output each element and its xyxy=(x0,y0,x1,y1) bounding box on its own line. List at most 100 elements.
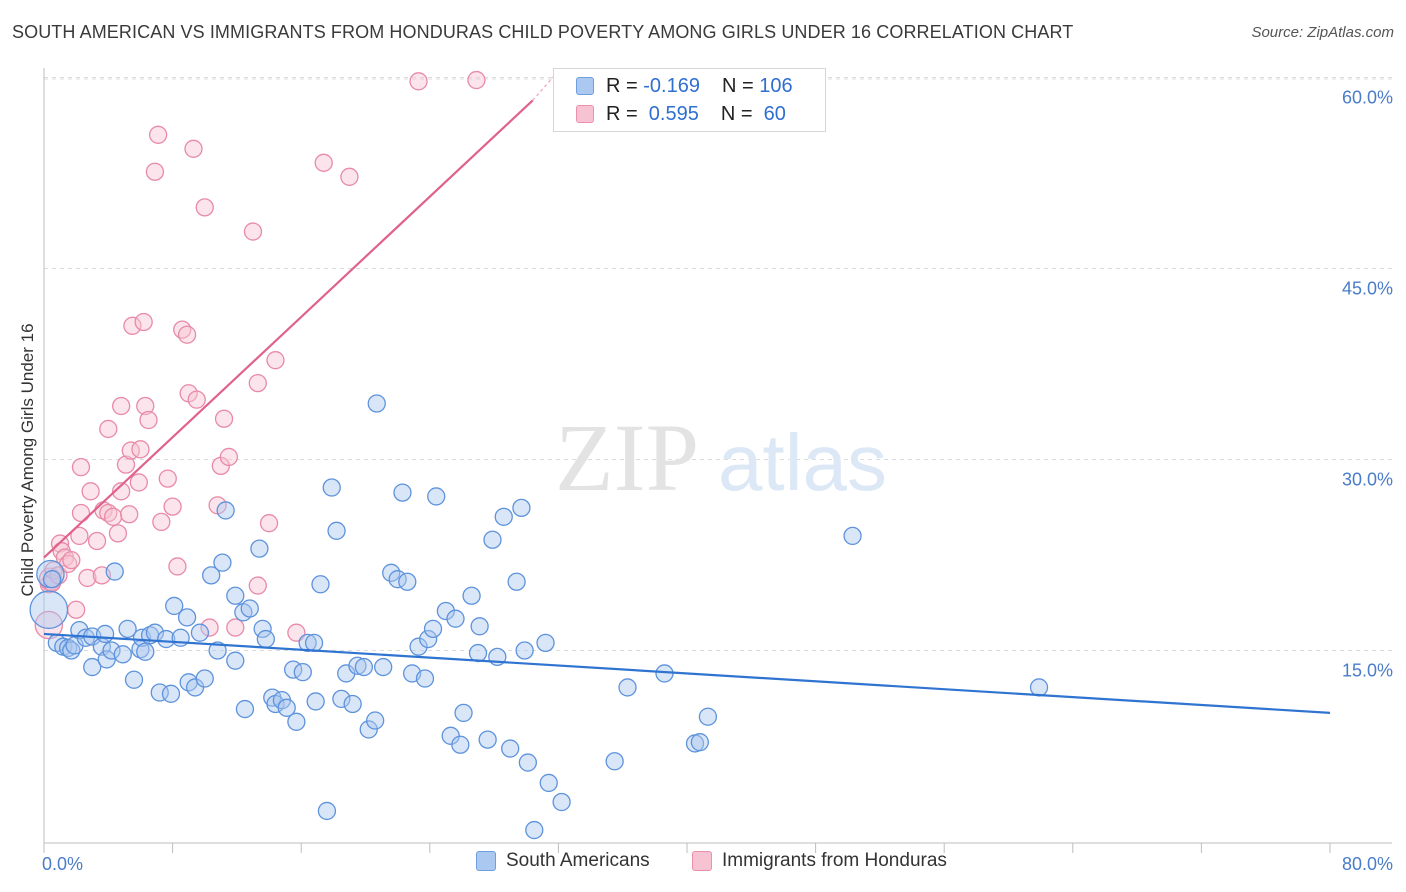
south-american-point xyxy=(348,656,367,675)
honduras-point xyxy=(340,167,359,186)
honduras-point xyxy=(214,409,234,428)
axes xyxy=(43,68,1392,853)
south-american-point xyxy=(293,662,312,682)
honduras-point xyxy=(112,482,131,501)
south-american-point xyxy=(250,539,269,558)
legend-row-south-americans: R = -0.169 N = 106 xyxy=(576,73,793,99)
south-american-point xyxy=(136,642,155,661)
series-south-americans xyxy=(29,394,1049,840)
x-tick-label-min: 0.0% xyxy=(42,854,83,874)
south-american-point xyxy=(515,641,534,660)
south-american-point xyxy=(409,637,428,656)
south-american-point xyxy=(83,657,102,677)
honduras-point xyxy=(168,557,187,576)
south-american-point xyxy=(157,629,176,649)
south-american-point xyxy=(190,623,210,642)
south-american-point xyxy=(29,590,69,630)
legend-swatch-south-americans xyxy=(476,851,496,871)
zipatlas-watermark: ZIP atlas xyxy=(555,404,887,511)
south-american-point xyxy=(213,553,232,572)
south-american-point xyxy=(374,657,393,677)
south-american-point xyxy=(446,609,465,628)
legend-n-value: 60 xyxy=(758,102,786,125)
trend-line-honduras xyxy=(43,99,534,559)
honduras-point xyxy=(139,410,158,430)
honduras-point xyxy=(99,419,118,439)
south-american-point xyxy=(306,692,325,711)
south-american-point xyxy=(105,562,124,581)
honduras-point xyxy=(226,618,245,637)
honduras-point xyxy=(81,482,100,501)
south-american-point xyxy=(415,669,435,688)
honduras-point xyxy=(187,390,206,409)
honduras-point xyxy=(116,455,136,474)
south-american-point xyxy=(95,624,115,644)
south-american-point xyxy=(332,689,351,709)
legend-n-label: N = xyxy=(720,102,753,125)
south-american-point xyxy=(536,633,555,653)
legend-swatch-blue xyxy=(576,77,594,95)
correlation-legend: R = -0.169 N = 106 R = 0.595 N = 60 xyxy=(553,68,826,132)
south-american-point xyxy=(367,394,386,413)
honduras-point xyxy=(112,396,131,416)
south-american-point xyxy=(298,633,317,653)
south-american-point xyxy=(436,601,456,621)
south-american-point xyxy=(177,608,197,627)
honduras-point xyxy=(71,503,91,523)
south-american-point xyxy=(483,530,502,549)
south-american-point xyxy=(507,572,526,591)
legend-item-honduras[interactable]: Immigrants from Honduras xyxy=(692,850,947,872)
south-american-point xyxy=(165,596,184,616)
honduras-point xyxy=(145,162,165,181)
honduras-point xyxy=(259,514,279,533)
legend-label-south-americans: South Americans xyxy=(506,850,650,871)
south-american-point xyxy=(202,566,221,585)
honduras-point xyxy=(152,512,171,532)
south-american-point xyxy=(226,651,245,670)
honduras-point xyxy=(121,441,140,460)
legend-r-value: -0.169 xyxy=(643,74,700,97)
legend-swatch-pink xyxy=(576,105,594,123)
honduras-point xyxy=(243,222,263,241)
axis-labels: Child Poverty Among Girls Under 16 0.0% … xyxy=(18,88,1393,875)
honduras-point xyxy=(134,312,153,332)
honduras-point xyxy=(70,526,89,546)
south-american-point xyxy=(393,483,412,502)
honduras-point xyxy=(108,524,128,543)
legend-n-value: 106 xyxy=(759,74,793,97)
south-american-point xyxy=(317,801,337,821)
honduras-point xyxy=(467,70,486,90)
south-american-point xyxy=(311,575,330,594)
legend-label-honduras: Immigrants from Honduras xyxy=(722,850,947,871)
honduras-point xyxy=(123,316,142,335)
south-american-point xyxy=(470,617,489,636)
honduras-point xyxy=(409,72,428,91)
legend-row-honduras: R = 0.595 N = 60 xyxy=(576,101,786,127)
honduras-point xyxy=(148,125,168,144)
south-american-point xyxy=(256,629,275,649)
south-american-point xyxy=(1029,678,1049,697)
south-american-point xyxy=(512,498,531,518)
honduras-point xyxy=(67,600,86,619)
south-american-point xyxy=(423,619,443,639)
south-american-point xyxy=(322,478,341,497)
south-american-point xyxy=(102,641,121,660)
south-american-point xyxy=(552,792,571,812)
south-american-point xyxy=(501,739,520,758)
south-american-point xyxy=(451,735,470,754)
y-tick-label-45: 45.0% xyxy=(1342,279,1393,299)
south-american-point xyxy=(113,645,132,664)
south-american-point xyxy=(843,526,862,546)
honduras-point xyxy=(163,497,182,516)
honduras-point xyxy=(129,473,148,492)
legend-item-south-americans[interactable]: South Americans xyxy=(476,850,650,872)
south-american-point xyxy=(539,773,558,793)
honduras-point xyxy=(131,440,150,459)
south-american-point xyxy=(525,820,544,840)
legend-r-label: R = xyxy=(606,102,638,125)
honduras-point xyxy=(62,550,81,570)
south-american-point xyxy=(365,711,385,730)
honduras-point xyxy=(219,447,239,467)
south-american-point xyxy=(118,619,137,639)
